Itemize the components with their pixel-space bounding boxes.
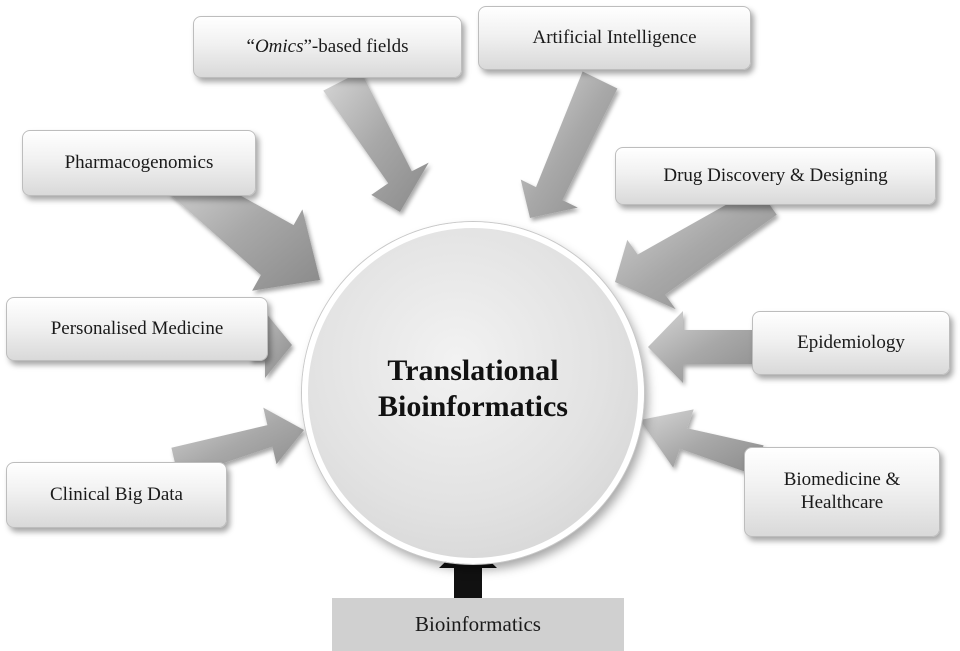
omics-rest: ”-based fields xyxy=(303,35,409,57)
center-title: Translational Bioinformatics xyxy=(378,353,568,425)
biomedicine-box: Biomedicine & Healthcare xyxy=(744,447,940,537)
center-circle: Translational Bioinformatics xyxy=(302,222,644,564)
artificial-intelligence-label: Artificial Intelligence xyxy=(532,26,697,48)
biomedicine-label-line2: Healthcare xyxy=(800,492,884,513)
bioinformatics-label: Bioinformatics xyxy=(415,611,541,636)
omics-box: “Omics”-based fields xyxy=(193,16,462,78)
omics-italic: Omics xyxy=(254,35,304,57)
drug-discovery-arrow xyxy=(615,187,777,310)
personalised-medicine-box: Personalised Medicine xyxy=(6,297,268,361)
bioinformatics-box: Bioinformatics xyxy=(332,598,624,651)
epidemiology-box: Epidemiology xyxy=(752,311,950,375)
drug-discovery-box: Drug Discovery & Designing xyxy=(615,147,936,205)
artificial-intelligence-box: Artificial Intelligence xyxy=(478,6,751,70)
clinical-big-data-label: Clinical Big Data xyxy=(50,483,183,505)
epidemiology-label: Epidemiology xyxy=(797,331,905,353)
clinical-big-data-arrow xyxy=(171,407,304,479)
biomedicine-label-line1: Biomedicine & xyxy=(783,469,901,491)
clinical-big-data-box: Clinical Big Data xyxy=(6,462,227,528)
personalised-medicine-label: Personalised Medicine xyxy=(50,317,224,339)
personalised-medicine-arrow xyxy=(250,312,292,378)
pharmacogenomics-box: Pharmacogenomics xyxy=(22,130,256,196)
epidemiology-arrow xyxy=(648,311,765,383)
biomedicine-arrow xyxy=(640,409,764,475)
omics-arrow xyxy=(323,71,429,213)
center-title-line2: Bioinformatics xyxy=(378,390,568,423)
omics-label: “Omics”-based fields xyxy=(247,36,409,59)
ai-arrow xyxy=(520,71,618,218)
drug-discovery-label: Drug Discovery & Designing xyxy=(663,164,888,186)
omics-open-quote: “ xyxy=(246,35,255,57)
pharmacogenomics-arrow xyxy=(169,164,320,291)
pharmacogenomics-label: Pharmacogenomics xyxy=(64,151,214,173)
center-title-line1: Translational xyxy=(387,354,559,387)
